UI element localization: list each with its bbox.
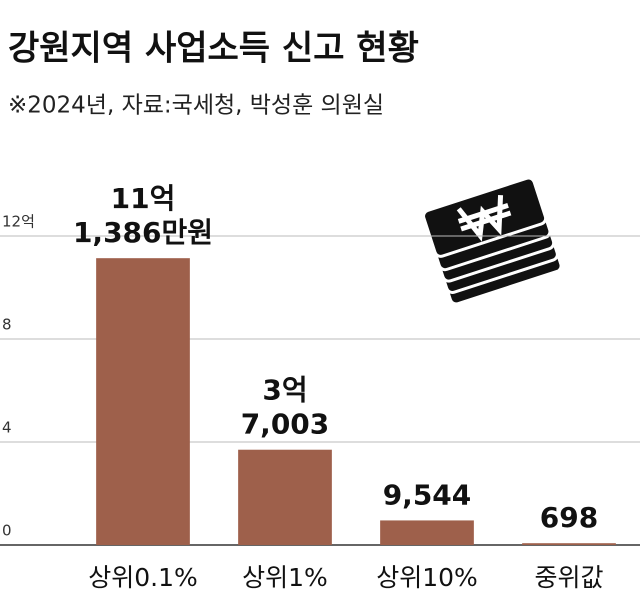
- chart-subtitle: ※2024년, 자료:국세청, 박성훈 의원실: [8, 93, 384, 119]
- data-label: 7,003: [241, 408, 330, 441]
- y-tick-label: 0: [2, 522, 12, 540]
- bar: [238, 449, 332, 545]
- bar: [522, 543, 616, 545]
- y-tick-label: 8: [2, 316, 12, 334]
- chart-title: 강원지역 사업소득 신고 현황: [8, 29, 419, 69]
- data-label: 9,544: [383, 478, 472, 511]
- bar: [96, 258, 190, 545]
- y-tick-label: 12억: [2, 213, 35, 231]
- x-tick-label: 상위1%: [242, 563, 328, 592]
- data-label: 3억: [262, 374, 307, 407]
- data-label: 11억: [111, 182, 176, 215]
- data-label: 698: [540, 501, 598, 534]
- bar: [380, 520, 474, 545]
- data-label: 1,386만원: [73, 216, 213, 249]
- x-tick-label: 중위값: [534, 563, 603, 592]
- x-tick-label: 상위0.1%: [88, 563, 198, 592]
- y-tick-label: 4: [2, 419, 12, 437]
- x-tick-label: 상위10%: [376, 563, 478, 592]
